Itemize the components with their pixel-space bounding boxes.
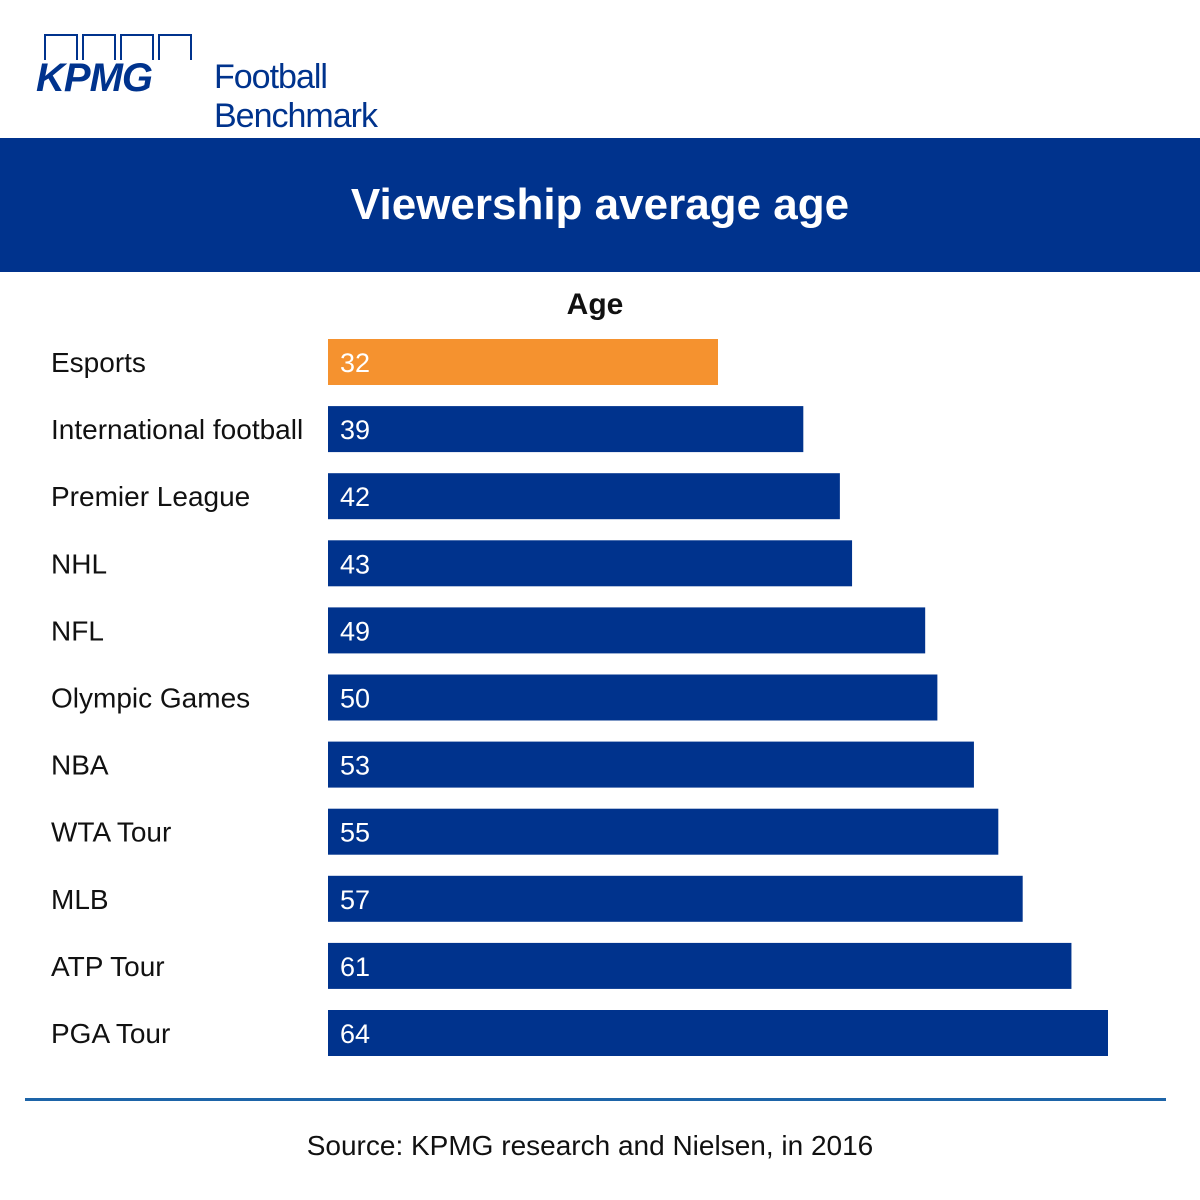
data-label-olympic-games: 50 [340, 684, 370, 714]
category-label-esports: Esports [51, 347, 146, 378]
category-label-nhl: NHL [51, 548, 107, 579]
logo-box [158, 34, 192, 60]
category-label-atp-tour: ATP Tour [51, 951, 165, 982]
data-label-atp-tour: 61 [340, 952, 370, 982]
bar-atp-tour [328, 942, 1072, 989]
source-note: Source: KPMG research and Nielsen, in 20… [306, 1130, 874, 1161]
category-label-wta-tour: WTA Tour [51, 817, 171, 848]
logo-box [120, 34, 154, 60]
data-label-esports: 32 [340, 348, 370, 378]
logo-text: KPMG [36, 56, 153, 100]
chart-title: Viewership average age [350, 180, 850, 229]
category-label-international-football: International football [51, 414, 303, 445]
bar-wta-tour [328, 808, 999, 855]
data-label-premier-league: 42 [340, 482, 370, 512]
data-label-mlb: 57 [340, 885, 370, 915]
bar-premier-league [328, 473, 840, 520]
logo-box [82, 34, 116, 60]
bar-mlb [328, 875, 1023, 922]
category-label-premier-league: Premier League [51, 481, 250, 512]
data-label-nhl: 43 [340, 549, 370, 579]
data-label-international-football: 39 [340, 415, 370, 445]
logo-box [44, 34, 78, 60]
brand-text: Football Benchmark [214, 58, 378, 135]
bar-pga-tour [328, 1010, 1108, 1056]
category-label-nba: NBA [51, 750, 109, 781]
bar-nhl [328, 540, 853, 587]
kpmg-logo: KPMG Football Benchmark [36, 34, 496, 135]
bar-esports [328, 339, 718, 385]
category-label-nfl: NFL [51, 615, 104, 646]
data-label-wta-tour: 55 [340, 818, 370, 848]
data-label-nfl: 49 [340, 616, 370, 646]
category-label-pga-tour: PGA Tour [51, 1018, 170, 1049]
bar-international-football [328, 406, 804, 453]
bar-nba [328, 741, 974, 788]
footer-divider [25, 1098, 1166, 1101]
data-label-pga-tour: 64 [340, 1019, 370, 1049]
category-label-olympic-games: Olympic Games [51, 683, 250, 714]
category-label-mlb: MLB [51, 884, 109, 915]
title-band: Viewership average age [0, 138, 1200, 272]
bar-olympic-games [328, 674, 938, 721]
axis-label-age: Age [566, 288, 624, 321]
bar-chart: Esports 32 International football 39 Premier… [51, 339, 1108, 1056]
bar-nfl [328, 607, 926, 654]
kpmg-logo-boxes [44, 34, 194, 62]
data-label-nba: 53 [340, 751, 370, 781]
